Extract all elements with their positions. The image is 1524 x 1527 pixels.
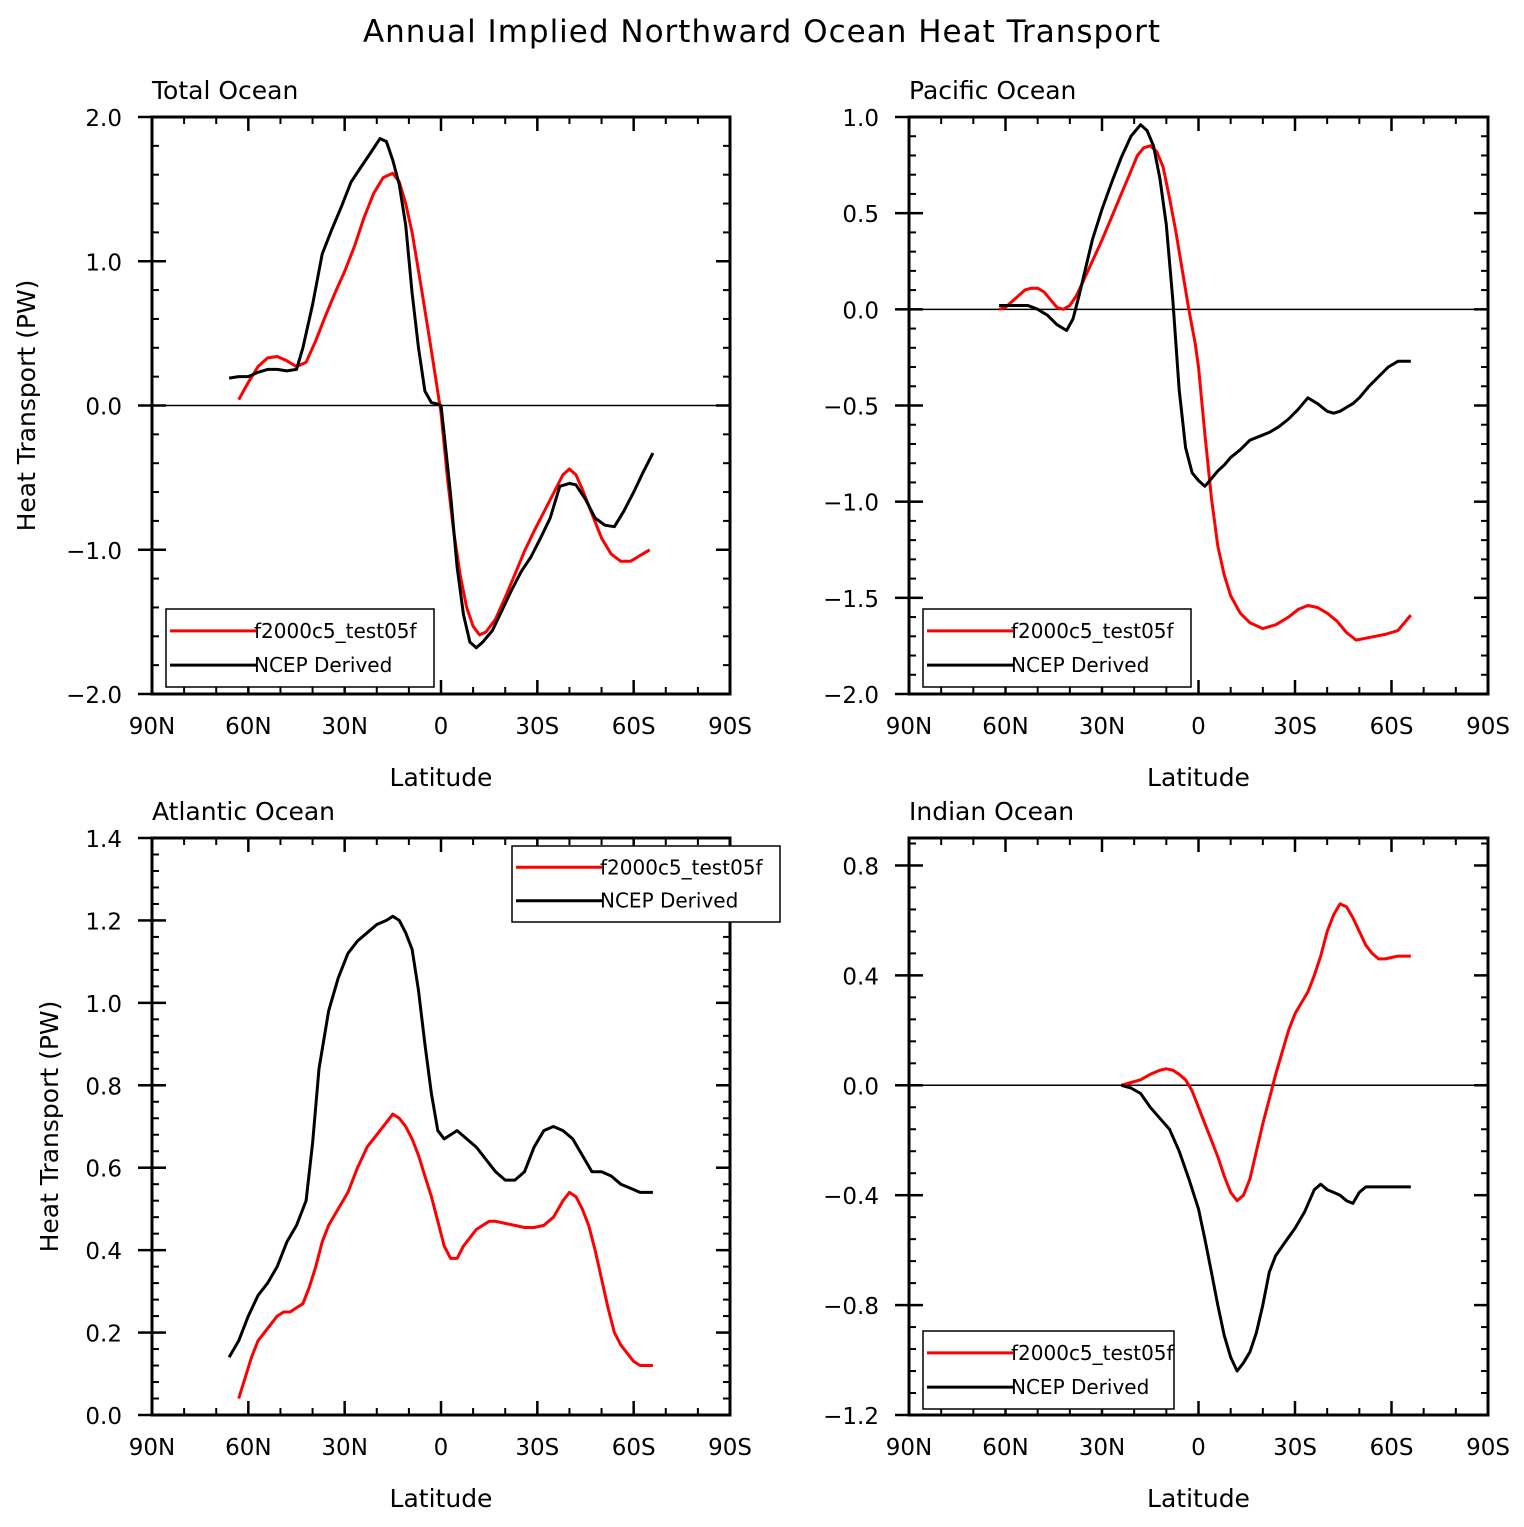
y-tick-label: 1.0 [85, 250, 122, 276]
series-line [228, 137, 655, 650]
chart-panel: 90N 60N 30N 0 30S 60S 90S −2.0 −1.5 −1.0 −0.5 0.0 0.… [823, 76, 1510, 792]
legend: f2000c5_test05f NCEP Derived [922, 608, 1192, 688]
x-axis-label: Latitude [390, 763, 493, 792]
legend-label: NCEP Derived [1011, 1375, 1149, 1399]
series-line [237, 1112, 653, 1399]
chart-panel: 90N 60N 30N 0 30S 60S 90S 0.0 0.2 0.4 0.6 0.8 1.0 1.2… [35, 797, 781, 1513]
series-line [998, 144, 1412, 642]
x-tick-label: 90N [886, 1435, 932, 1461]
panel-title: Pacific Ocean [909, 76, 1076, 105]
x-tick-label: 30N [321, 1435, 367, 1461]
panel-title: Total Ocean [151, 76, 298, 105]
panel-title: Atlantic Ocean [152, 797, 335, 826]
y-tick-label: 1.2 [85, 909, 122, 935]
y-tick-label: 1.4 [85, 827, 122, 853]
series-line [999, 123, 1411, 488]
x-tick-label: 60N [982, 1435, 1028, 1461]
x-tick-label: 30S [515, 714, 559, 740]
y-tick-label: 0.8 [842, 854, 879, 880]
legend: f2000c5_test05f NCEP Derived [165, 608, 435, 688]
y-tick-label: −2.0 [823, 683, 879, 709]
x-tick-label: 30N [1079, 1435, 1125, 1461]
legend-box [922, 608, 1192, 688]
legend-label: f2000c5_test05f [1011, 619, 1175, 643]
y-tick-label: 0.0 [85, 395, 122, 421]
x-tick-label: 90N [129, 1435, 175, 1461]
series-line [227, 914, 653, 1359]
y-tick-label: 0.0 [85, 1404, 122, 1430]
y-tick-label: 0.2 [85, 1322, 122, 1348]
plot-frame [150, 836, 732, 1417]
x-tick-label: 30S [515, 1435, 559, 1461]
legend-box [511, 845, 781, 923]
y-tick-label: 1.0 [85, 992, 122, 1018]
x-tick-label: 30N [1079, 714, 1125, 740]
legend-label: f2000c5_test05f [1011, 1341, 1175, 1365]
x-tick-label: 60S [1370, 1435, 1414, 1461]
y-tick-label: 0.0 [842, 1074, 879, 1100]
x-tick-label: 0 [434, 714, 449, 740]
y-tick-label: 0.4 [842, 964, 879, 990]
y-tick-label: 0.4 [85, 1239, 122, 1265]
legend: f2000c5_test05f NCEP Derived [511, 845, 781, 923]
x-tick-label: 90S [708, 714, 752, 740]
y-tick-label: 1.0 [842, 106, 879, 132]
chart-panel: 90N 60N 30N 0 30S 60S 90S −1.2 −0.8 −0.4 0.0 0.4 0.8… [823, 797, 1510, 1513]
y-tick-label: 0.6 [85, 1157, 122, 1183]
panel-title: Indian Ocean [909, 797, 1074, 826]
x-tick-label: 0 [434, 1435, 449, 1461]
plot-frame [907, 115, 1490, 696]
y-axis-label: Heat Transport (PW) [35, 1001, 64, 1253]
x-tick-label: 90N [129, 714, 175, 740]
x-tick-label: 30N [321, 714, 367, 740]
y-tick-label: −0.5 [823, 395, 879, 421]
series-line [1120, 902, 1411, 1203]
series-line [1120, 1083, 1411, 1373]
chart-panel: 90N 60N 30N 0 30S 60S 90S −2.0 −1.0 0.0 1.0 2.0 Tota… [12, 76, 752, 792]
x-tick-label: 60N [225, 714, 271, 740]
x-tick-label: 60N [225, 1435, 271, 1461]
y-tick-label: 0.5 [842, 202, 879, 228]
plot-frame [907, 836, 1490, 1417]
y-tick-label: 0.0 [842, 298, 879, 324]
legend: f2000c5_test05f NCEP Derived [922, 1330, 1175, 1410]
x-tick-label: 60N [982, 714, 1028, 740]
y-tick-label: −1.0 [823, 491, 879, 517]
series-line [237, 171, 651, 637]
x-tick-label: 90S [1466, 1435, 1510, 1461]
legend-label: f2000c5_test05f [600, 855, 764, 879]
legend-box [165, 608, 435, 688]
y-tick-label: −1.2 [823, 1404, 879, 1430]
legend-label: NCEP Derived [600, 889, 738, 913]
x-axis-label: Latitude [390, 1484, 493, 1513]
x-tick-label: 60S [612, 714, 656, 740]
y-tick-label: −2.0 [66, 683, 122, 709]
x-tick-label: 0 [1191, 714, 1206, 740]
legend-label: NCEP Derived [1011, 653, 1149, 677]
x-tick-label: 60S [612, 1435, 656, 1461]
figure-title: Annual Implied Northward Ocean Heat Tran… [362, 14, 1162, 50]
x-tick-label: 0 [1191, 1435, 1206, 1461]
y-tick-label: 2.0 [85, 106, 122, 132]
x-tick-label: 60S [1370, 714, 1414, 740]
x-tick-label: 90N [886, 714, 932, 740]
legend-box [922, 1330, 1175, 1410]
y-tick-label: −1.5 [823, 587, 879, 613]
x-tick-label: 90S [1466, 714, 1510, 740]
x-tick-label: 30S [1273, 714, 1317, 740]
y-tick-label: −0.4 [823, 1184, 879, 1210]
x-tick-label: 30S [1273, 1435, 1317, 1461]
x-axis-label: Latitude [1147, 1484, 1250, 1513]
legend-label: f2000c5_test05f [254, 619, 418, 643]
y-axis-label: Heat Transport (PW) [12, 280, 41, 532]
y-tick-label: −0.8 [823, 1294, 879, 1320]
x-tick-label: 90S [708, 1435, 752, 1461]
y-tick-label: −1.0 [66, 539, 122, 565]
x-axis-label: Latitude [1147, 763, 1250, 792]
y-tick-label: 0.8 [85, 1074, 122, 1100]
legend-label: NCEP Derived [254, 653, 392, 677]
